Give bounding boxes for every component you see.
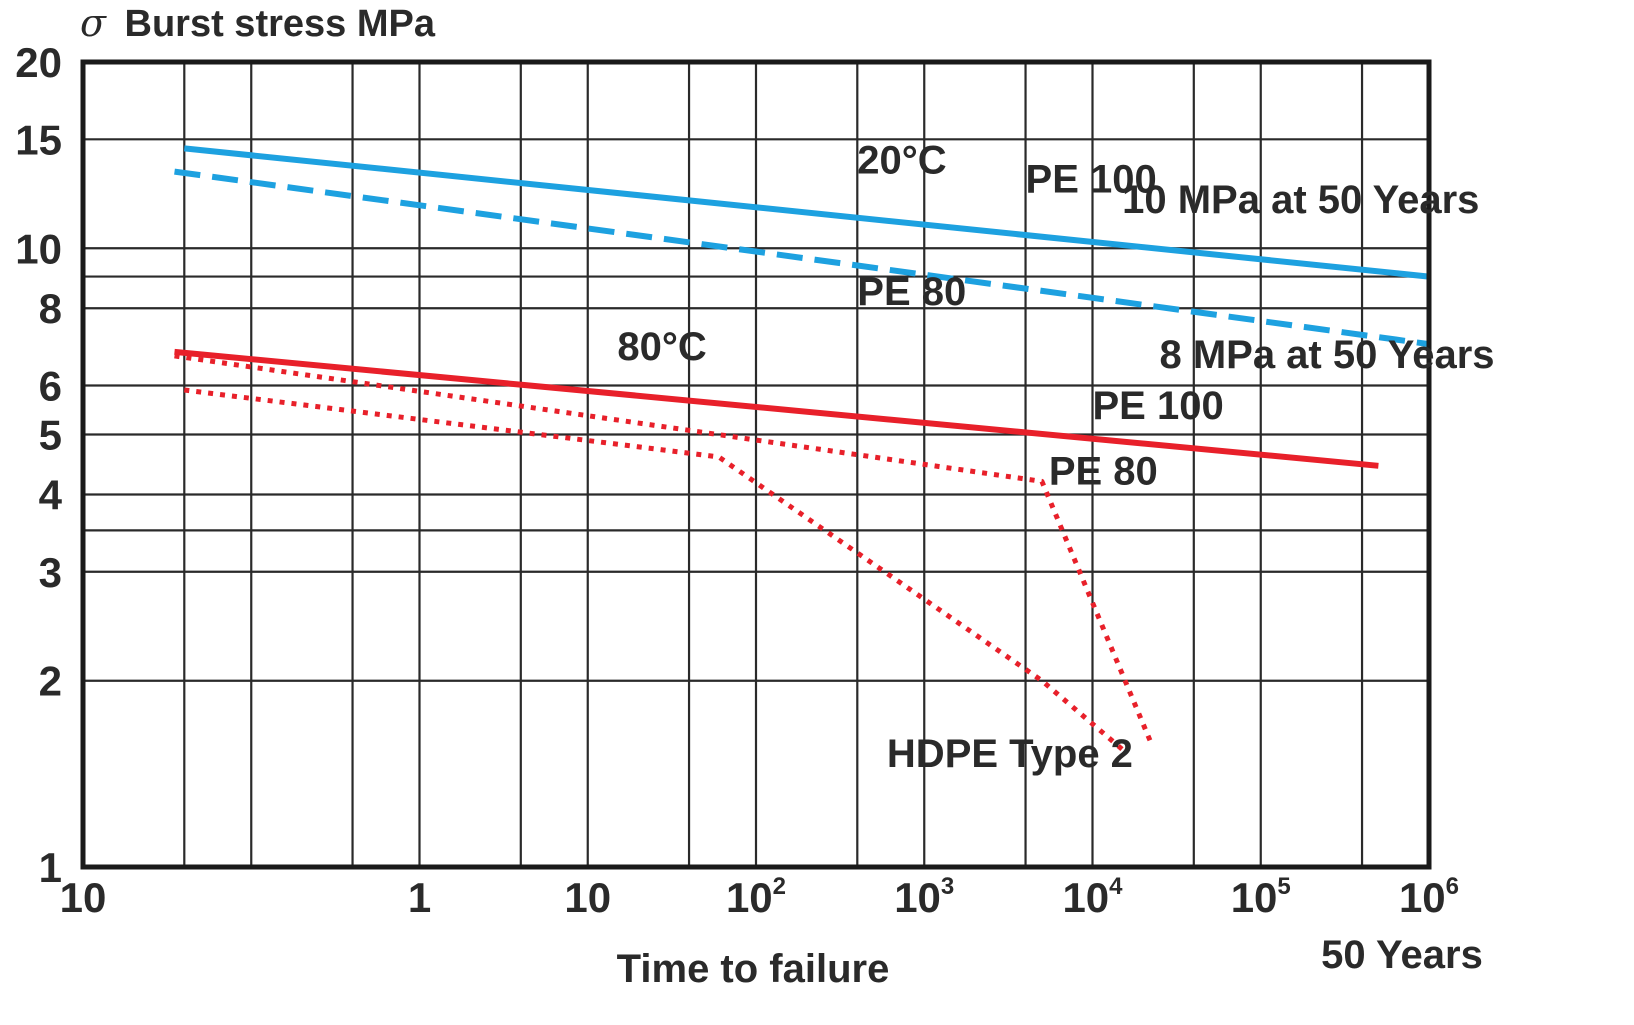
series-line-pe100-80 [174,348,1379,469]
x-extra-label: 50 Years [1321,933,1483,977]
series-line-pe80-80 [174,353,1153,742]
y-tick-label: 10 [15,225,62,272]
y-axis-title: σ Burst stress MPa [80,1,436,45]
x-tick-label: 10 [60,874,107,921]
annotation-label: PE 80 [857,270,966,314]
y-tick-label: 20 [15,39,62,86]
series-line-pe100-20 [183,145,1430,280]
x-tick-label: 103 [894,873,954,921]
annotation-label: HDPE Type 2 [887,732,1133,776]
annotation-label: PE 100 [1093,384,1224,428]
sigma-symbol: σ [80,1,107,45]
y-tick-label: 3 [39,549,62,596]
y-tick-label: 15 [15,116,62,163]
y-tick-label: 8 [39,285,62,332]
plot-frame [80,59,1432,870]
y-tick-label: 2 [39,658,62,705]
y-tick-label: 1 [39,844,62,891]
x-tick-label: 10 [564,874,611,921]
series-layer [174,145,1430,752]
series-line-hdpe-type2 [183,387,1124,752]
grid-layer [83,62,1429,867]
y-tick-labels: 1 2 3 4 56 8 10 15 20 [15,39,62,891]
y-tick-label: 6 [39,363,62,410]
annotation-label: 80°C [617,325,706,369]
annotation-label: 8 MPa at 50 Years [1159,333,1494,377]
x-tick-label: 1 [408,874,431,921]
x-tick-label: 104 [1062,873,1123,921]
annotation-label: 10 MPa at 50 Years [1122,178,1479,222]
x-tick-label: 105 [1231,873,1291,921]
x-axis-title: Time to failure [617,947,890,991]
annotation-label: PE 100 [1026,158,1157,202]
x-tick-labels: 10 1 10 102 103 104 105 106 [60,873,1459,921]
annotation-label: 20°C [857,139,946,183]
series-line-pe80-20 [174,168,1430,348]
y-tick-label: 4 [39,471,63,518]
annotation-label: PE 80 [1049,450,1158,494]
y-tick-label: 5 [39,412,62,459]
x-tick-label: 102 [726,873,786,921]
x-tick-label: 106 [1399,873,1459,921]
y-axis-title-text: Burst stress MPa [125,3,436,45]
